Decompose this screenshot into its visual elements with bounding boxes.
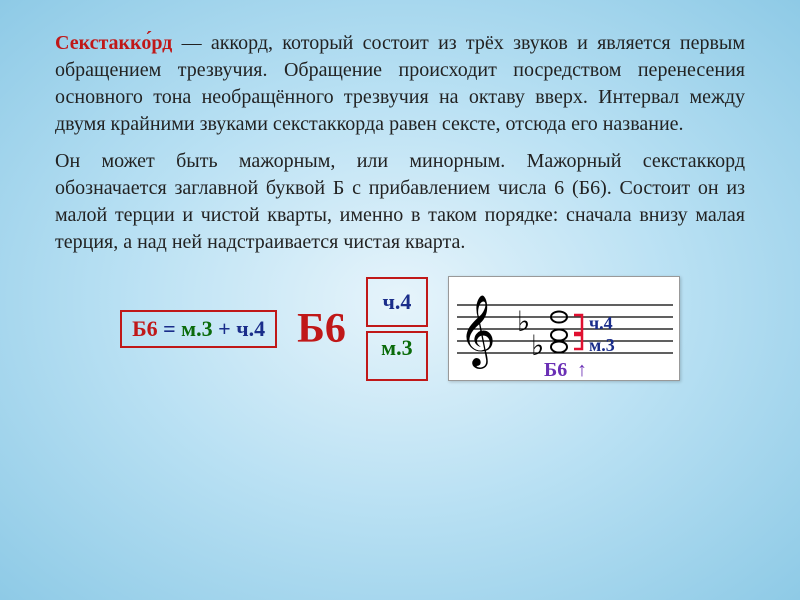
svg-text:𝄞: 𝄞: [459, 295, 496, 369]
interval-stack: ч.4 м.3: [366, 277, 428, 381]
term-sextaccord: Секстакко́рд: [55, 32, 172, 54]
staff-svg: 𝄞 ♭ ♭ ч.4 м.3 Б6 ↑: [449, 277, 681, 382]
big-label-b6: Б6: [297, 305, 346, 353]
formula-part1: м.3: [181, 316, 213, 341]
staff-interval-bottom: м.3: [589, 335, 615, 355]
staff-chord-label: Б6: [544, 359, 567, 381]
stack-top: ч.4: [366, 277, 428, 327]
staff-arrow: ↑: [577, 359, 587, 381]
paragraph-2: Он может быть мажорным, или минорным. Ма…: [55, 148, 745, 256]
bottom-row: Б6 = м.3 + ч.4 Б6 ч.4 м.3 𝄞 ♭ ♭: [55, 276, 745, 381]
formula-plus: +: [213, 316, 237, 341]
music-staff: 𝄞 ♭ ♭ ч.4 м.3 Б6 ↑: [448, 276, 680, 381]
paragraph-1: Секстакко́рд — аккорд, который состоит и…: [55, 30, 745, 138]
formula-lhs: Б6: [132, 316, 158, 341]
stack-bottom: м.3: [366, 331, 428, 381]
formula-part2: ч.4: [236, 316, 265, 341]
svg-text:♭: ♭: [531, 331, 544, 362]
formula-box: Б6 = м.3 + ч.4: [120, 310, 277, 348]
formula-eq: =: [158, 316, 182, 341]
svg-text:♭: ♭: [517, 307, 530, 338]
staff-interval-top: ч.4: [589, 313, 613, 333]
